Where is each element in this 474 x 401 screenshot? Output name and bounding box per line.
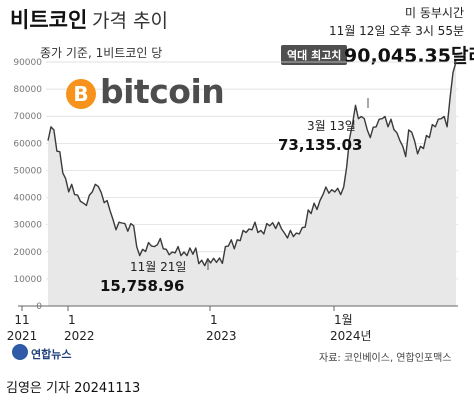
y-tick-label: 30000 <box>13 221 42 231</box>
y-tick-label: 0 <box>36 302 42 312</box>
annotation-high-date: 3월 13일 <box>307 119 356 133</box>
all-time-high-badge: 역대 최고치 <box>281 45 348 65</box>
x-tick-year: 2021 <box>7 329 38 343</box>
chart-subtitle: 종가 기준, 1비트코인 당 <box>40 46 163 60</box>
y-tick-label: 60000 <box>13 139 42 149</box>
x-tick-year: 2023 <box>206 329 237 343</box>
x-tick-month: 1 <box>68 313 76 327</box>
bitcoin-logo-text: bitcoin <box>100 72 225 111</box>
x-tick-year: 2022 <box>64 329 95 343</box>
agency-name: 연합뉴스 <box>31 348 72 361</box>
timestamp-label: 11월 12일 오후 3시 55분 <box>329 24 464 38</box>
annotation-high-value: 73,135.03 <box>278 136 362 154</box>
timezone-label: 미 동부시간 <box>404 6 464 20</box>
x-tick-month: 1 <box>210 313 218 327</box>
y-tick-label: 40000 <box>13 194 42 204</box>
bitcoin-icon: B <box>66 79 96 109</box>
y-tick-label: 50000 <box>13 166 42 176</box>
y-tick-label: 90000 <box>13 58 42 68</box>
x-tick-month: 1월 <box>334 313 353 327</box>
y-tick-label: 20000 <box>13 248 42 258</box>
byline: 김영은 기자 20241113 <box>6 381 141 396</box>
y-tick-label: 10000 <box>13 275 42 285</box>
source-note: 자료: 코인베이스, 연합인포맥스 <box>319 353 452 364</box>
x-tick-year: 2024년 <box>330 329 372 343</box>
annotation-low-value: 15,758.96 <box>100 277 184 295</box>
y-tick-label: 70000 <box>13 112 42 122</box>
all-time-high-value: 90,045.35달러 <box>344 45 474 67</box>
annotation-low-date: 11월 21일 <box>130 260 186 274</box>
x-tick-month: 11 <box>14 313 29 327</box>
chart-title-suffix: 가격 추이 <box>92 10 168 32</box>
axis-ticks: 0 10000 20000 30000 40000 50000 60000 70000 8000… <box>7 58 458 343</box>
y-tick-label: 80000 <box>13 85 42 95</box>
yonhap-logo-icon <box>12 344 28 360</box>
price-line <box>47 61 457 267</box>
chart-title: 비트코인 <box>10 8 88 32</box>
